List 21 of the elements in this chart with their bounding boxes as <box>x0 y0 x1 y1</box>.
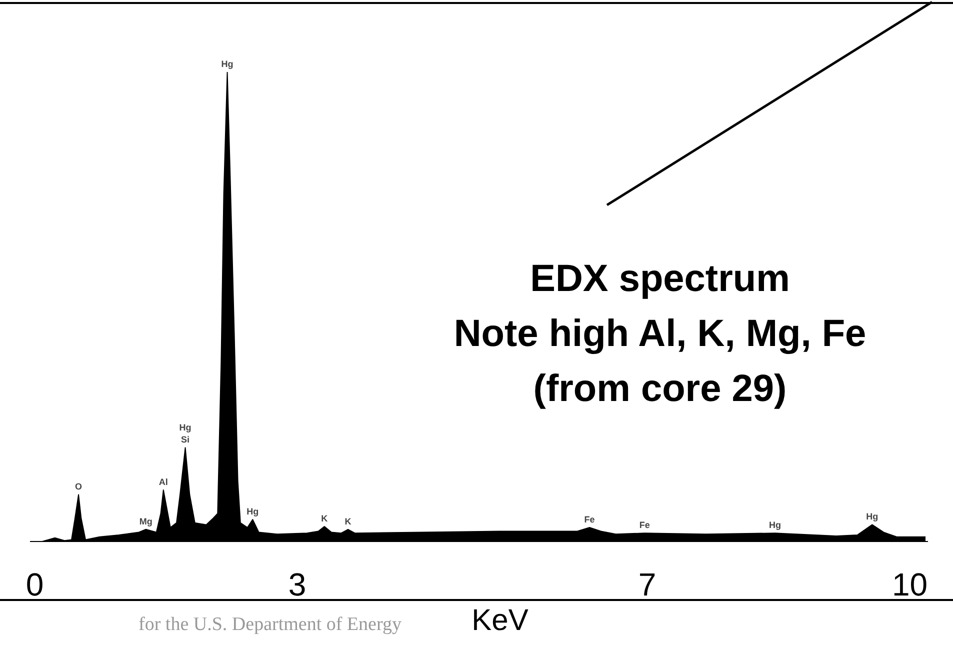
annotation: Hg <box>179 422 192 433</box>
annotation: K <box>344 516 352 526</box>
annotation: Hg <box>246 506 259 517</box>
x-tick-label: 3 <box>288 566 306 603</box>
annotation: Hg <box>866 512 878 522</box>
text: for the U.S. Department of Energy <box>138 614 402 635</box>
text: Note high Al, K, Mg, Fe (from core 29) <box>454 313 866 410</box>
annotation: Hg <box>769 520 782 530</box>
text: EDX spectrum <box>530 258 790 300</box>
annotation: Hg <box>221 59 234 69</box>
x-tick-label: 0 <box>26 566 44 603</box>
annotation: Al <box>158 476 168 487</box>
annotation: Si <box>181 434 190 445</box>
annotation: Fe <box>639 520 650 530</box>
x-tick-label: 10 <box>892 566 928 603</box>
annotation: Mg <box>139 516 152 526</box>
annotation: Fe <box>584 514 595 525</box>
annotation: K <box>321 514 328 524</box>
x-axis-title: KeV <box>470 604 530 638</box>
x-tick-label: 7 <box>638 566 656 603</box>
annotation: O <box>75 482 82 492</box>
